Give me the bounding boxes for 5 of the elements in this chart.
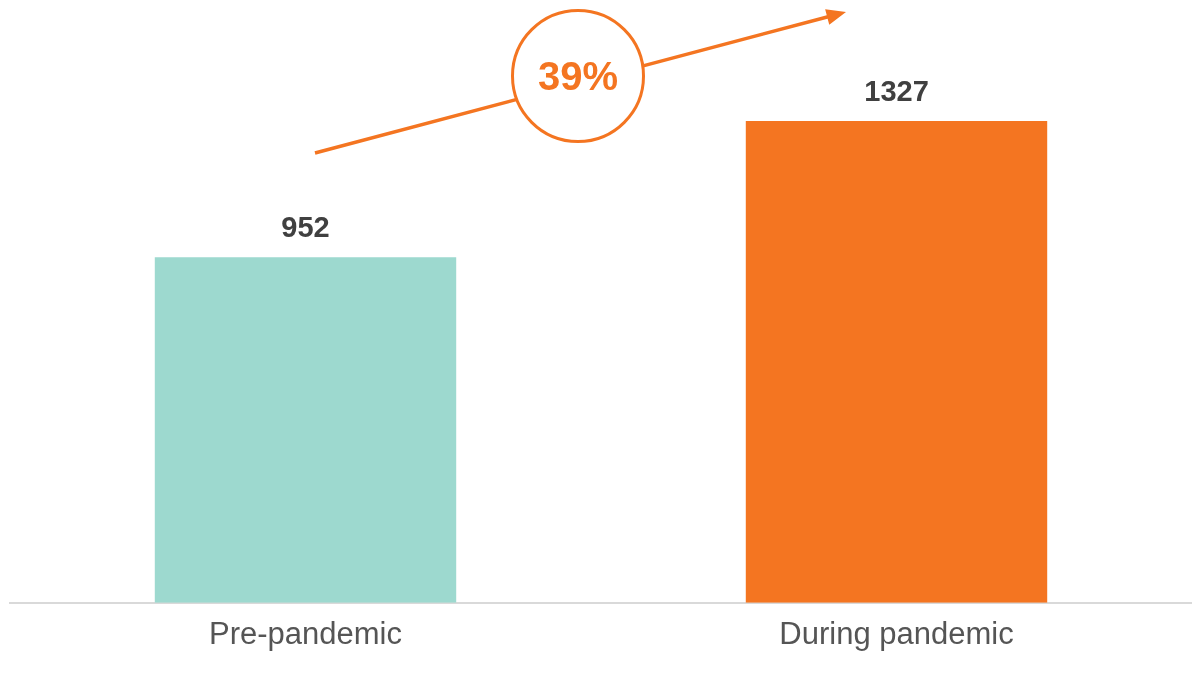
data-label: 952 bbox=[281, 210, 330, 243]
data-label: 1327 bbox=[864, 74, 929, 107]
x-tick-label: Pre-pandemic bbox=[209, 615, 402, 651]
x-tick-label: During pandemic bbox=[779, 615, 1014, 651]
text: 39% bbox=[511, 9, 645, 143]
